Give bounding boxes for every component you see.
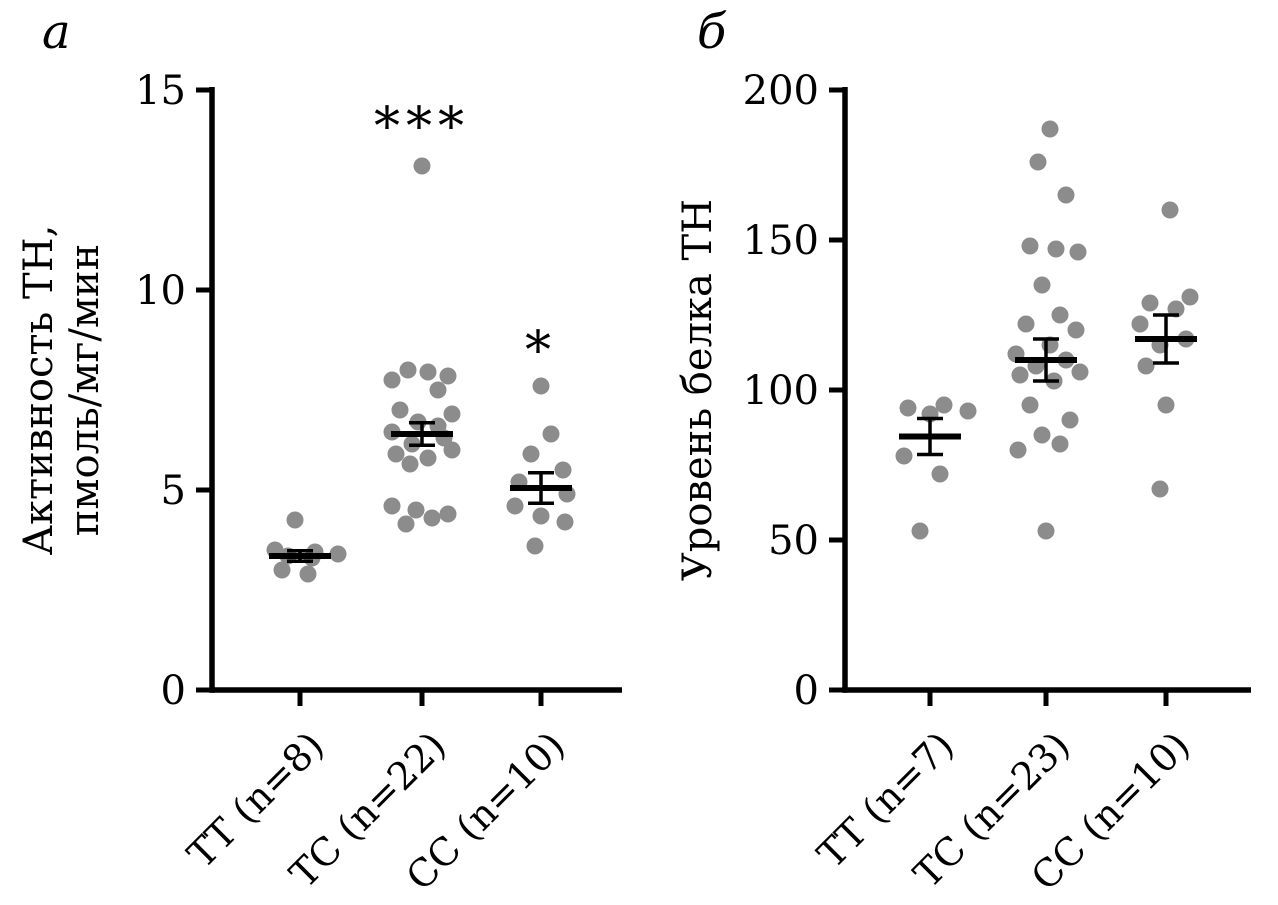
- panel-b-letter: б: [697, 4, 727, 60]
- data-point: [1011, 366, 1029, 384]
- data-point: [1017, 315, 1035, 333]
- data-point: [387, 445, 405, 463]
- data-point: [391, 401, 409, 419]
- data-point: [299, 565, 317, 583]
- data-point: [931, 465, 949, 483]
- y-axis-title: пмоль/мг/мин: [62, 244, 108, 537]
- data-point: [423, 509, 441, 527]
- data-point: [1069, 243, 1087, 261]
- data-point: [286, 511, 304, 529]
- data-point: [397, 515, 415, 533]
- data-point: [556, 513, 574, 531]
- data-point: [1051, 306, 1069, 324]
- y-tick-label: 10: [135, 268, 186, 314]
- data-point: [399, 361, 417, 379]
- data-point: [959, 402, 977, 420]
- data-point: [506, 497, 524, 515]
- data-point: [1151, 480, 1169, 498]
- data-point: [383, 371, 401, 389]
- y-tick-label: 15: [135, 68, 186, 114]
- significance-label: ***: [374, 97, 470, 157]
- data-point: [1137, 357, 1155, 375]
- panel-a-letter: а: [42, 4, 71, 60]
- data-point: [1061, 411, 1079, 429]
- group-1: ТТ (n=8): [179, 511, 347, 877]
- data-point: [1033, 276, 1051, 294]
- data-point: [1029, 153, 1047, 171]
- group-3: СС (n=10): [1023, 201, 1199, 899]
- data-point: [329, 545, 347, 563]
- data-point: [401, 455, 419, 473]
- data-point: [439, 367, 457, 385]
- data-point: [1047, 240, 1065, 258]
- y-tick-label: 200: [743, 68, 819, 114]
- data-point: [526, 537, 544, 555]
- data-point: [532, 507, 550, 525]
- data-point: [1161, 201, 1179, 219]
- data-point: [1181, 288, 1199, 306]
- data-point: [429, 381, 447, 399]
- data-point: [1067, 321, 1085, 339]
- data-point: [935, 396, 953, 414]
- data-point: [1057, 186, 1075, 204]
- y-tick-label: 100: [743, 368, 819, 414]
- data-point: [419, 363, 437, 381]
- data-point: [899, 399, 917, 417]
- y-tick-label: 0: [794, 668, 819, 714]
- group-1: ТТ (n=7): [809, 396, 977, 877]
- y-axis-title: Активность ТН,: [16, 225, 62, 556]
- y-tick-label: 0: [161, 668, 186, 714]
- significance-label: *: [525, 321, 557, 381]
- data-point: [383, 497, 401, 515]
- data-point: [1051, 435, 1069, 453]
- panel-a-chart: 0 5 10 15 Активность ТН, пмоль/мг/мин ТТ (n=8)…: [16, 68, 622, 899]
- data-point: [443, 405, 461, 423]
- data-point: [532, 377, 550, 395]
- y-tick-label: 150: [743, 218, 819, 264]
- data-point: [443, 441, 461, 459]
- data-point: [1041, 120, 1059, 138]
- data-point: [911, 522, 929, 540]
- group-3: СС (n=10)*: [398, 321, 576, 899]
- data-point: [1021, 237, 1039, 255]
- data-point: [1009, 441, 1027, 459]
- data-point: [439, 505, 457, 523]
- data-point: [413, 157, 431, 175]
- data-point: [542, 425, 560, 443]
- data-point: [419, 449, 437, 467]
- data-point: [273, 561, 291, 579]
- data-point: [1141, 294, 1159, 312]
- y-tick-label: 50: [768, 518, 819, 564]
- data-point: [1037, 522, 1055, 540]
- y-axis-title: Уровень белка ТН: [675, 199, 721, 581]
- data-point: [1071, 363, 1089, 381]
- data-point: [522, 445, 540, 463]
- data-point: [895, 447, 913, 465]
- data-point: [1021, 396, 1039, 414]
- data-point: [407, 501, 425, 519]
- y-tick-label: 5: [161, 468, 186, 514]
- data-point: [1157, 396, 1175, 414]
- data-point: [554, 461, 572, 479]
- data-point: [1131, 315, 1149, 333]
- data-point: [1033, 426, 1051, 444]
